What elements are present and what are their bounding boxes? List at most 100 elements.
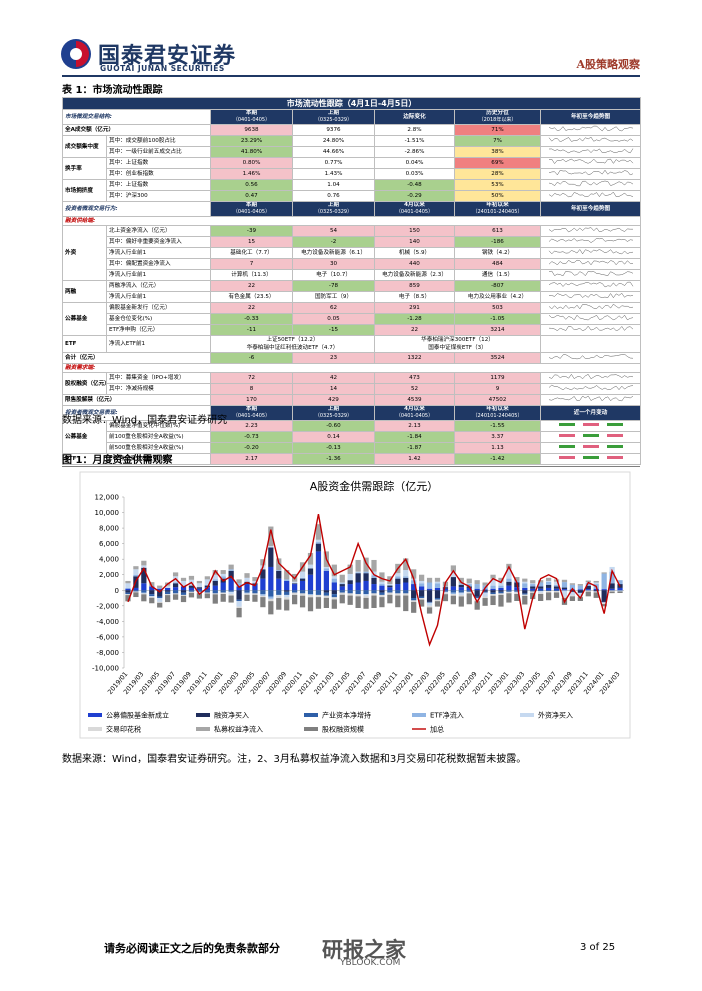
column-subtitle: （0401-0405） bbox=[232, 209, 271, 215]
group-label: 公募基金 bbox=[62, 302, 107, 336]
trend-icon bbox=[548, 270, 633, 277]
bar bbox=[561, 596, 568, 598]
table-row: 前500重仓股相对全A收益(%) -0.20 -0.13 -1.87 1.13 bbox=[63, 442, 642, 454]
table-cell: 电子（10.7） bbox=[292, 269, 375, 281]
bar bbox=[411, 580, 417, 585]
bar bbox=[323, 592, 329, 596]
table-row: 其中：一级行业前五成交占比 41.80% 44.66% -2.86% 38% bbox=[63, 146, 642, 158]
table-cell: -6 bbox=[210, 352, 293, 364]
logo-emblem bbox=[61, 39, 91, 69]
table-cell: 22 bbox=[210, 280, 293, 292]
bar bbox=[426, 590, 433, 602]
table-cell: 0.03% bbox=[374, 168, 455, 180]
table-cell: 47502 bbox=[454, 394, 541, 406]
bar bbox=[426, 577, 433, 583]
bar bbox=[609, 591, 615, 594]
bar bbox=[403, 576, 409, 578]
table-cell: 0.76 bbox=[292, 190, 375, 202]
bar bbox=[244, 577, 250, 582]
column-title: 年初以来 bbox=[486, 406, 509, 413]
table-cell: 52 bbox=[374, 383, 455, 395]
bar bbox=[490, 574, 496, 579]
table-row: 限售股解禁（亿元） 170 429 4539 47502 bbox=[62, 394, 642, 406]
bar bbox=[522, 595, 528, 605]
item-label: 偏股基金新发行（亿元） bbox=[106, 302, 211, 314]
bar bbox=[252, 580, 258, 584]
bar bbox=[387, 594, 393, 604]
bar bbox=[466, 578, 472, 584]
bar bbox=[506, 568, 512, 579]
bar bbox=[538, 594, 544, 601]
bar bbox=[149, 596, 155, 597]
bar bbox=[426, 605, 433, 608]
bar bbox=[284, 580, 290, 591]
bar bbox=[204, 579, 210, 585]
bar bbox=[196, 590, 203, 592]
bar bbox=[561, 582, 568, 588]
table-cell: 15 bbox=[210, 236, 293, 248]
chart: A股资金供需跟踪（亿元） -10,000 -8,000 -6,000 -4,000 -2,… bbox=[79, 471, 631, 739]
trend-cell bbox=[539, 420, 642, 432]
bar bbox=[180, 585, 187, 587]
bar bbox=[474, 598, 480, 600]
bar bbox=[284, 591, 290, 595]
bar bbox=[419, 598, 425, 600]
y-tick-label: 10,000 bbox=[95, 509, 120, 517]
column-header: 历史分位 （2018年以来） bbox=[454, 109, 541, 125]
table-cell: 41.80% bbox=[210, 146, 293, 158]
bar bbox=[490, 578, 496, 586]
bar bbox=[180, 580, 187, 586]
bar bbox=[180, 590, 187, 593]
bar bbox=[149, 596, 155, 598]
y-tick-label: 8,000 bbox=[99, 525, 119, 533]
column-subtitle: （0401-0405） bbox=[232, 117, 271, 123]
bar bbox=[236, 607, 242, 618]
bar bbox=[172, 587, 179, 591]
bar bbox=[498, 587, 504, 591]
bar bbox=[323, 590, 329, 593]
column-header: 上期 （0325-0329） bbox=[292, 109, 375, 125]
table-cell: 电子（8.5） bbox=[374, 291, 455, 303]
trend-cell bbox=[539, 146, 642, 158]
trend-cell bbox=[539, 372, 642, 384]
bar bbox=[538, 588, 544, 591]
bar bbox=[403, 593, 409, 596]
bar bbox=[434, 577, 441, 582]
bar bbox=[450, 594, 456, 596]
bar bbox=[347, 564, 353, 574]
trend-cell bbox=[539, 168, 642, 180]
bar bbox=[482, 582, 488, 586]
bar bbox=[553, 586, 560, 589]
bar bbox=[196, 587, 203, 589]
bar bbox=[506, 585, 512, 591]
table-cell: -1.28 bbox=[374, 313, 455, 325]
bar bbox=[363, 594, 369, 596]
bar bbox=[395, 593, 401, 596]
bar bbox=[180, 594, 187, 596]
legend-swatch bbox=[88, 727, 102, 731]
bar bbox=[339, 586, 345, 591]
bar bbox=[355, 571, 361, 573]
bar bbox=[371, 577, 377, 585]
table-cell: 3.37 bbox=[454, 431, 541, 443]
bar bbox=[292, 594, 298, 605]
table-cell: 62 bbox=[292, 302, 375, 314]
column-title: 历史分位 bbox=[486, 110, 509, 117]
bar bbox=[379, 585, 385, 591]
bar bbox=[450, 586, 456, 591]
bar bbox=[426, 602, 433, 606]
bar bbox=[593, 591, 599, 593]
bar bbox=[157, 587, 163, 589]
table-row: 外资 北上资金净流入（亿元） -39 54 150 613 bbox=[62, 225, 642, 281]
table-row: 市场拥挤度 其中：上证指数 0.56 1.04 -0.48 53% bbox=[62, 179, 642, 202]
bar bbox=[426, 607, 433, 614]
bar bbox=[141, 560, 147, 566]
table-cell: -2.86% bbox=[374, 146, 455, 158]
bar bbox=[545, 592, 552, 601]
bar bbox=[212, 590, 218, 594]
y-tick-label: -8,000 bbox=[96, 649, 119, 657]
bar bbox=[569, 592, 576, 596]
bar bbox=[530, 588, 536, 591]
bar bbox=[284, 590, 290, 592]
